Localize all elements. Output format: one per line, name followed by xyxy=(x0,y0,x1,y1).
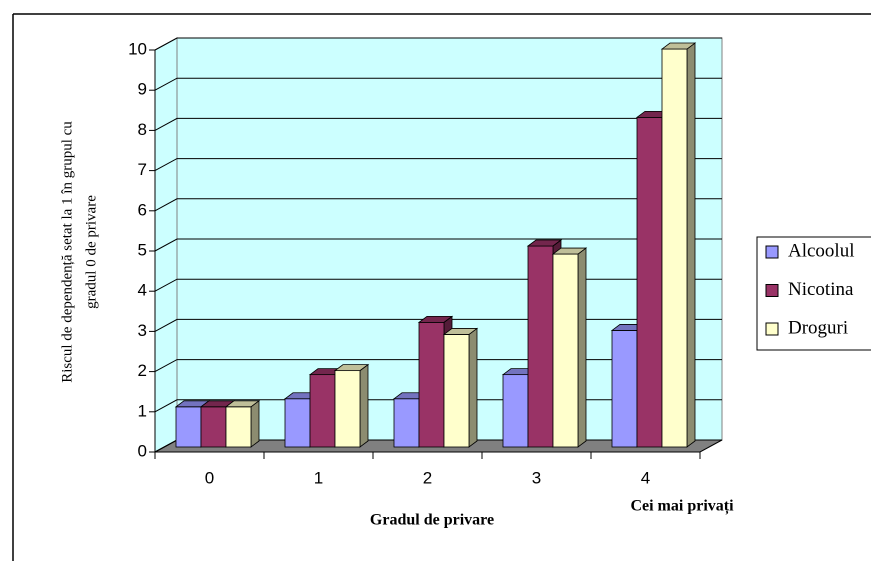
y-axis-label: gradul 0 de privare xyxy=(83,195,99,309)
bar-front xyxy=(552,253,579,448)
y-axis-label: Riscul de dependență setat la 1 în grupu… xyxy=(59,121,75,383)
bar-front xyxy=(175,406,202,448)
legend-label: Nicotina xyxy=(788,279,854,300)
bar-top xyxy=(551,247,588,255)
bar-front xyxy=(284,398,311,448)
bar-front xyxy=(527,245,554,448)
x-tick-label: 4 xyxy=(641,468,650,487)
x-tick-label: 1 xyxy=(314,468,323,487)
bar-side xyxy=(686,42,696,448)
bar-top xyxy=(333,364,370,372)
bar-top xyxy=(417,315,454,323)
y-tick-label: 3 xyxy=(138,321,147,340)
bar-front xyxy=(200,406,227,448)
legend-swatch xyxy=(765,284,779,297)
y-tick-label: 6 xyxy=(138,200,147,219)
x-axis-label: Gradul de privare xyxy=(370,512,494,529)
grid-line xyxy=(154,117,722,131)
annotation: Cei mai privați xyxy=(630,498,734,516)
y-tick-label: 4 xyxy=(138,281,147,300)
y-tick-label: 9 xyxy=(138,80,147,99)
bar xyxy=(660,42,697,448)
y-tick-label: 8 xyxy=(138,120,147,139)
bar-side xyxy=(359,363,369,448)
bar-top xyxy=(442,328,479,335)
x-tick-label: 2 xyxy=(423,468,432,487)
bar-front xyxy=(309,374,336,448)
y-tick-label: 10 xyxy=(128,39,147,58)
bar xyxy=(224,399,261,448)
plot-area xyxy=(149,37,723,459)
grid-line xyxy=(154,198,722,212)
bar-front xyxy=(418,321,445,448)
y-tick-label: 7 xyxy=(138,160,147,179)
grid-line xyxy=(154,158,722,172)
bar-side xyxy=(468,327,478,448)
bar-top xyxy=(526,239,563,247)
legend-label: Droguri xyxy=(788,317,848,338)
bar-front xyxy=(502,374,529,448)
bar-front xyxy=(611,330,638,448)
grid-line xyxy=(154,77,722,91)
bar xyxy=(442,327,479,448)
y-tick-label: 1 xyxy=(138,401,147,420)
bar-front xyxy=(393,398,420,448)
legend-swatch xyxy=(765,245,779,259)
y-tick-label: 0 xyxy=(138,441,147,460)
x-tick-label: 3 xyxy=(532,468,541,487)
bar-side xyxy=(577,247,587,448)
bar-front xyxy=(225,406,252,448)
bar-front xyxy=(661,48,688,448)
bar-front xyxy=(443,334,470,448)
y-tick-label: 5 xyxy=(138,240,147,259)
bar xyxy=(333,363,370,448)
legend-label: Alcoolul xyxy=(788,240,855,261)
bar xyxy=(551,247,588,448)
bar-side xyxy=(250,399,260,448)
bar-top xyxy=(224,400,261,408)
x-tick-label: 0 xyxy=(205,468,214,487)
grid-line xyxy=(154,238,722,252)
bar-front xyxy=(636,116,663,448)
bar-top xyxy=(660,42,697,50)
bar-front xyxy=(334,370,361,448)
legend-swatch xyxy=(765,322,779,336)
grid-line xyxy=(154,37,722,51)
y-tick-label: 2 xyxy=(138,361,147,380)
